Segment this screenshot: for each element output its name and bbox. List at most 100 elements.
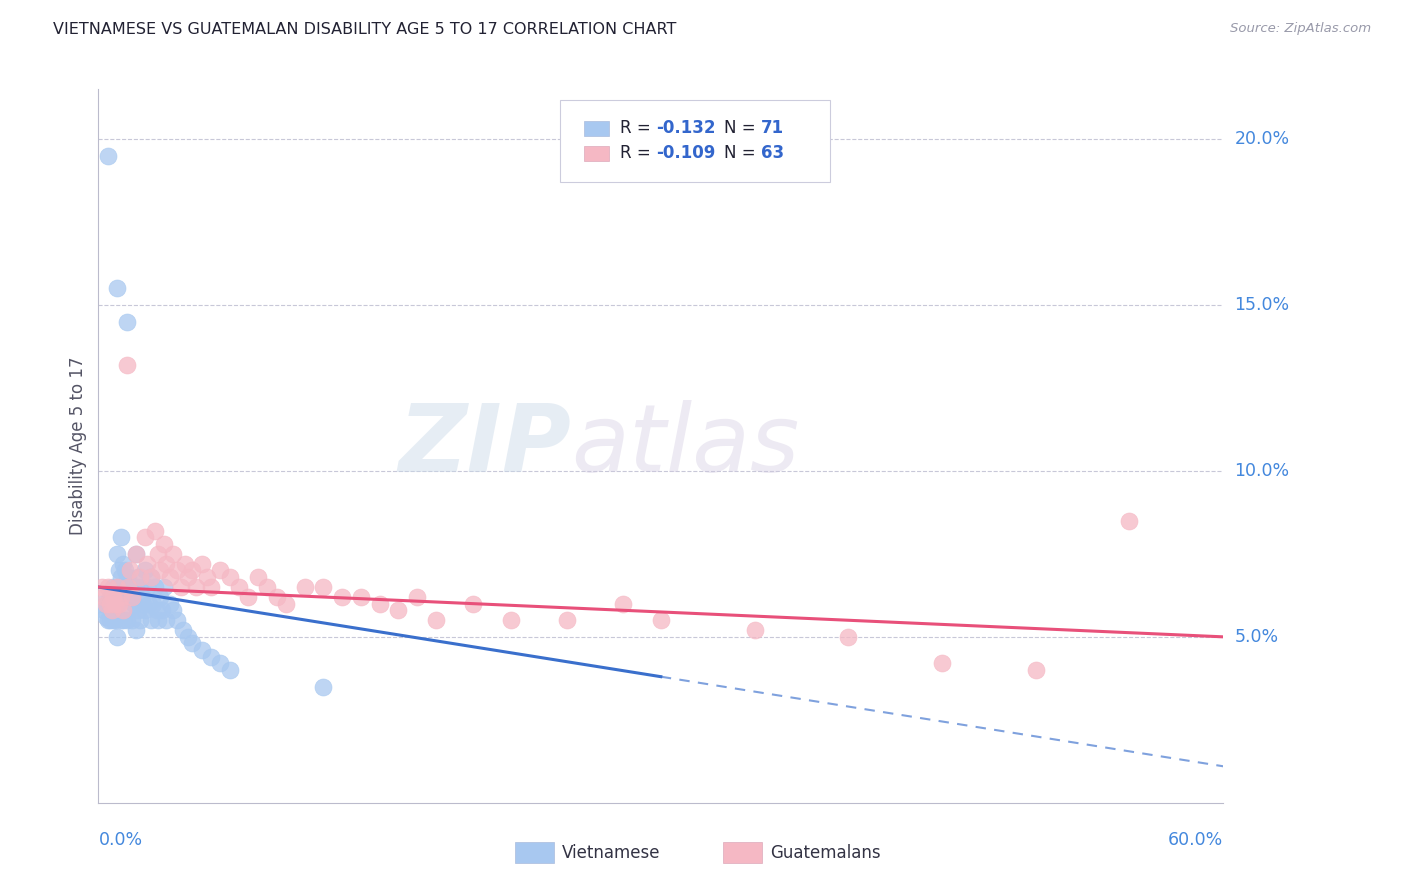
Point xyxy=(97,613,120,627)
Point xyxy=(200,580,222,594)
Point xyxy=(103,597,125,611)
Text: R =: R = xyxy=(620,145,651,162)
Point xyxy=(330,590,353,604)
Point xyxy=(134,603,156,617)
Point xyxy=(228,580,250,594)
Point xyxy=(94,597,117,611)
Point xyxy=(463,597,485,611)
Point xyxy=(149,564,172,578)
Point xyxy=(132,597,155,611)
Point xyxy=(93,590,115,604)
Point xyxy=(238,590,260,604)
Point xyxy=(121,590,143,604)
Point xyxy=(153,537,176,551)
Point xyxy=(103,590,125,604)
Point xyxy=(111,587,134,601)
Text: N =: N = xyxy=(724,145,755,162)
Point xyxy=(98,597,121,611)
Point xyxy=(218,663,240,677)
Point xyxy=(111,603,134,617)
Point xyxy=(256,580,278,594)
Point xyxy=(138,597,160,611)
Bar xyxy=(585,120,609,136)
Point xyxy=(115,613,138,627)
Point xyxy=(312,680,335,694)
Text: VIETNAMESE VS GUATEMALAN DISABILITY AGE 5 TO 17 CORRELATION CHART: VIETNAMESE VS GUATEMALAN DISABILITY AGE … xyxy=(53,22,676,37)
Point xyxy=(162,547,184,561)
Text: 15.0%: 15.0% xyxy=(1234,296,1289,314)
Point xyxy=(120,580,142,594)
Point xyxy=(105,547,128,561)
Point xyxy=(115,358,138,372)
Point xyxy=(209,564,232,578)
Point xyxy=(139,570,162,584)
Point xyxy=(173,557,195,571)
Point xyxy=(148,613,170,627)
Point xyxy=(115,314,138,328)
Point xyxy=(128,570,150,584)
Point xyxy=(134,564,156,578)
Text: Guatemalans: Guatemalans xyxy=(770,844,880,862)
Point xyxy=(387,603,409,617)
Point xyxy=(650,613,672,627)
Point xyxy=(190,643,212,657)
Point xyxy=(110,530,132,544)
Point xyxy=(104,597,127,611)
Text: R =: R = xyxy=(620,120,651,137)
Point xyxy=(166,564,188,578)
Point xyxy=(111,613,134,627)
Point xyxy=(312,580,335,594)
Point xyxy=(121,590,143,604)
Point xyxy=(136,557,159,571)
Point xyxy=(143,580,166,594)
Point xyxy=(142,597,165,611)
Text: 10.0%: 10.0% xyxy=(1234,462,1289,480)
Point xyxy=(218,570,240,584)
Bar xyxy=(585,145,609,161)
Point xyxy=(122,597,145,611)
Point xyxy=(108,564,131,578)
Point xyxy=(612,597,634,611)
Text: ZIP: ZIP xyxy=(398,400,571,492)
Point xyxy=(274,597,297,611)
Point xyxy=(128,613,150,627)
Point xyxy=(115,570,138,584)
Point xyxy=(177,630,200,644)
Point xyxy=(125,547,148,561)
Point xyxy=(195,570,218,584)
Point xyxy=(149,590,172,604)
Text: Vietnamese: Vietnamese xyxy=(562,844,661,862)
Point xyxy=(148,547,170,561)
Point xyxy=(155,613,177,627)
Point xyxy=(166,613,188,627)
Point xyxy=(108,597,131,611)
Point xyxy=(150,603,173,617)
Text: 5.0%: 5.0% xyxy=(1234,628,1278,646)
Point xyxy=(125,580,148,594)
Point xyxy=(139,613,162,627)
Point xyxy=(127,603,149,617)
Point xyxy=(108,590,131,604)
Point xyxy=(110,590,132,604)
Point xyxy=(162,603,184,617)
Point xyxy=(98,590,121,604)
Point xyxy=(170,580,193,594)
Point xyxy=(159,570,181,584)
Point xyxy=(117,570,139,584)
Point xyxy=(105,281,128,295)
Point xyxy=(110,613,132,627)
Text: 20.0%: 20.0% xyxy=(1234,130,1289,148)
Point xyxy=(350,590,373,604)
Point xyxy=(1118,514,1140,528)
Text: 0.0%: 0.0% xyxy=(98,830,142,848)
Point xyxy=(172,624,194,638)
Point xyxy=(111,557,134,571)
Point xyxy=(200,649,222,664)
Point xyxy=(143,524,166,538)
Point xyxy=(134,530,156,544)
Point xyxy=(117,603,139,617)
Text: -0.132: -0.132 xyxy=(657,120,716,137)
Point xyxy=(139,570,162,584)
FancyBboxPatch shape xyxy=(560,100,830,182)
Point xyxy=(105,630,128,644)
